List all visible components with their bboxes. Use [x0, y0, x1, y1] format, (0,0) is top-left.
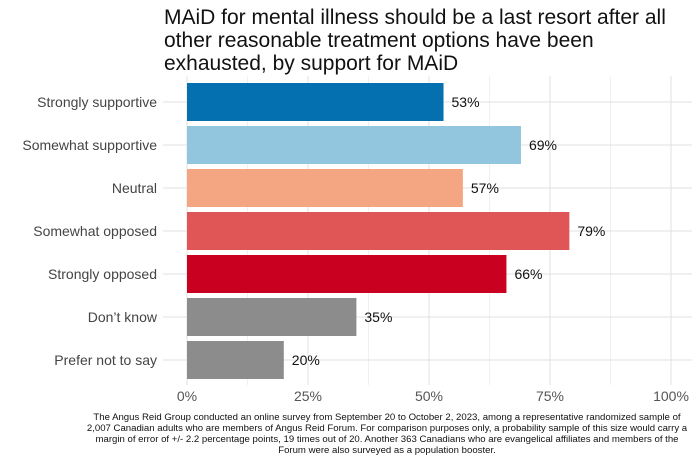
x-tick-label: 50% [415, 388, 443, 404]
data-label: 66% [514, 266, 542, 282]
bar [187, 298, 357, 336]
x-tick-label: 0% [177, 388, 197, 404]
data-label: 79% [577, 223, 605, 239]
category-label: Don’t know [88, 309, 158, 325]
category-label: Somewhat supportive [22, 137, 157, 153]
category-label: Prefer not to say [54, 352, 157, 368]
category-label: Neutral [112, 180, 157, 196]
category-label: Strongly supportive [37, 94, 157, 110]
data-label: 35% [364, 309, 392, 325]
chart-title: MAiD for mental illness should be a last… [164, 6, 666, 75]
bar [187, 83, 444, 121]
data-label: 69% [529, 137, 557, 153]
data-label: 20% [292, 352, 320, 368]
x-tick-label: 75% [536, 388, 564, 404]
x-tick-label: 100% [653, 388, 689, 404]
category-label: Strongly opposed [48, 266, 157, 282]
bar [187, 126, 521, 164]
data-label: 53% [452, 94, 480, 110]
bar [187, 169, 463, 207]
bar [187, 255, 507, 293]
survey-footnote: The Angus Reid Group conducted an online… [86, 412, 688, 456]
x-tick-label: 25% [294, 388, 322, 404]
bar [187, 341, 284, 379]
data-label: 57% [471, 180, 499, 196]
bar [187, 212, 570, 250]
category-label: Somewhat opposed [33, 223, 157, 239]
